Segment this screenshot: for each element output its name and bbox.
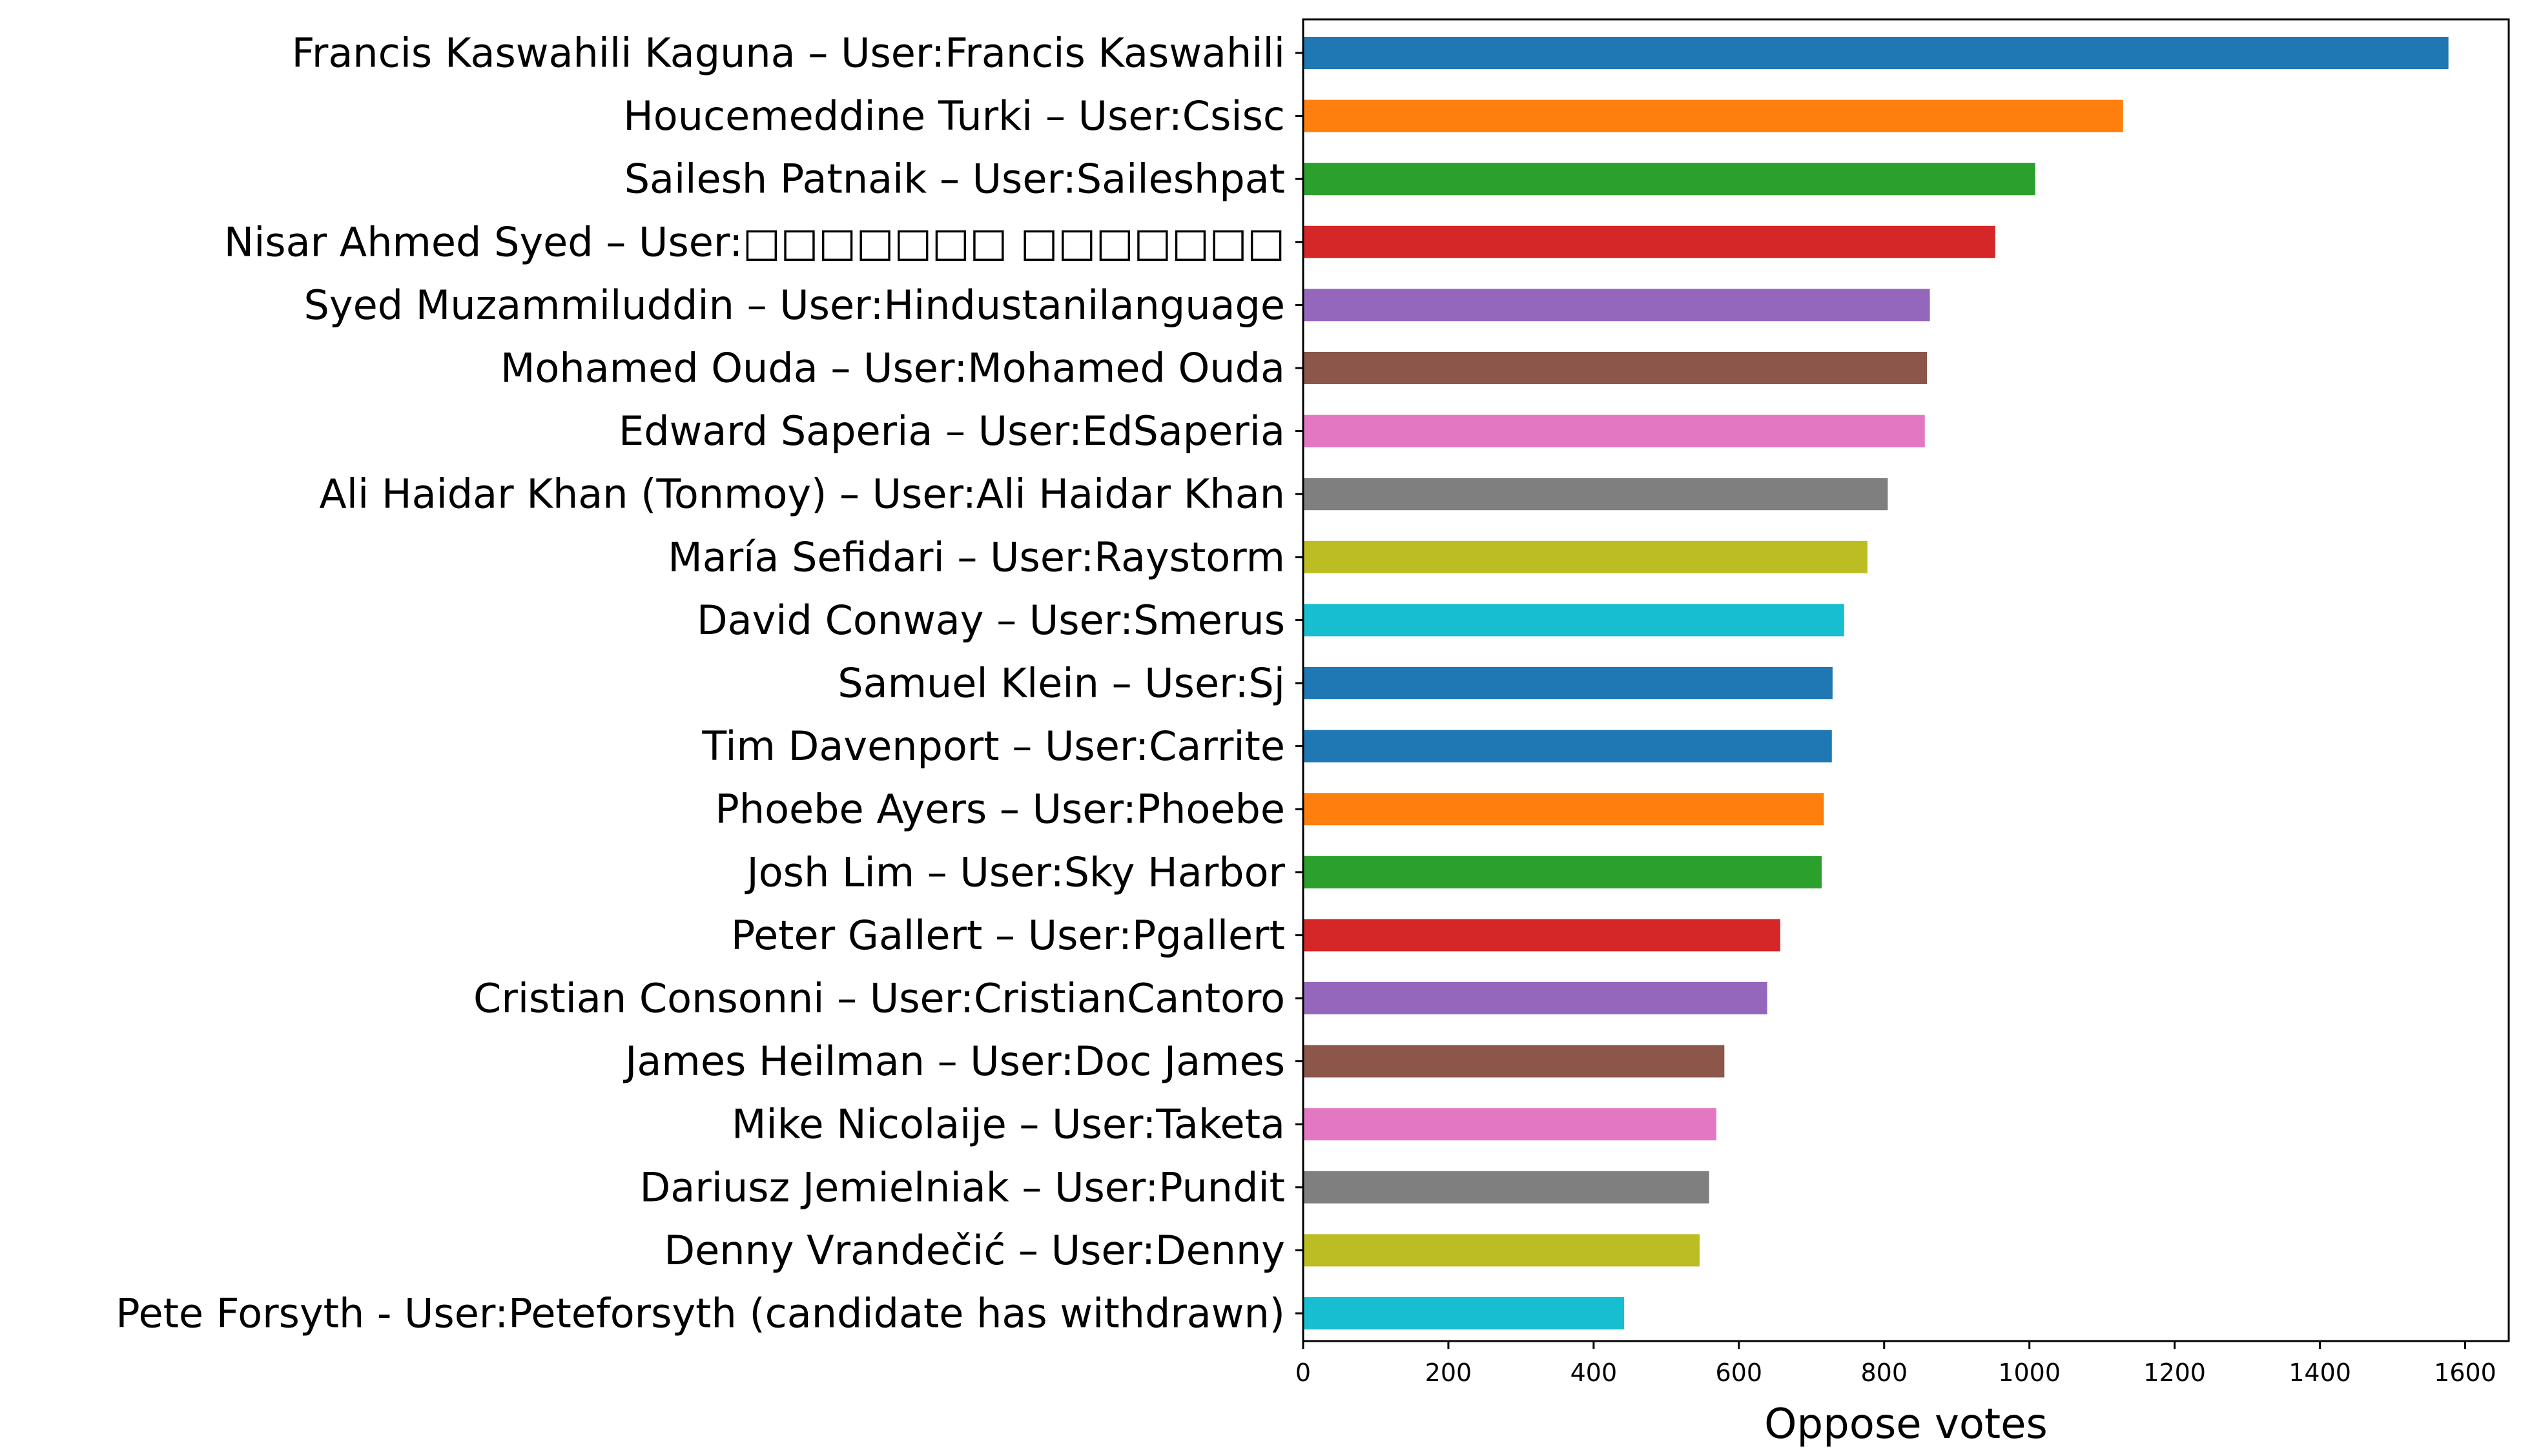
category-label-20: Denny Vrandečić – User:Denny [664, 1227, 1285, 1274]
category-label-6: Mohamed Ouda – User:Mohamed Ouda [500, 345, 1285, 392]
bar-19 [1303, 1171, 1709, 1204]
bar-8 [1303, 478, 1888, 511]
bar-20 [1303, 1234, 1700, 1267]
x-tick-label-1400: 1400 [2289, 1359, 2351, 1387]
x-tick-label-400: 400 [1570, 1359, 1618, 1387]
category-label-19: Dariusz Jemielniak – User:Pundit [640, 1164, 1285, 1211]
x-axis-ticks-group: 0 200 400 600 800 1000 1200 1400 1600 [1295, 1341, 2496, 1387]
bar-14 [1303, 856, 1822, 888]
category-label-2: Houcemeddine Turki – User:Csisc [623, 92, 1285, 139]
category-label-5: Syed Muzammiluddin – User:Hindustanilang… [304, 282, 1285, 329]
category-label-1: Francis Kaswahili Kaguna – User:Francis … [292, 30, 1285, 77]
bar-5 [1303, 289, 1930, 322]
category-label-4: Nisar Ahmed Syed – User:□□□□□□□ □□□□□□□ [224, 218, 1285, 265]
bar-6 [1303, 352, 1928, 384]
bar-1 [1303, 37, 2449, 69]
x-tick-label-1200: 1200 [2143, 1359, 2206, 1387]
plot-frame [1302, 18, 2510, 1342]
x-axis-title: Oppose votes [1764, 1400, 2048, 1448]
x-tick-label-200: 200 [1425, 1359, 1472, 1387]
x-tick-label-600: 600 [1716, 1359, 1763, 1387]
bar-7 [1303, 415, 1925, 447]
category-label-17: James Heilman – User:Doc James [623, 1038, 1285, 1085]
bar-3 [1303, 163, 2035, 196]
category-label-9: María Sefidari – User:Raystorm [668, 533, 1285, 580]
bar-21 [1303, 1297, 1625, 1329]
category-label-16: Cristian Consonni – User:CristianCantoro [473, 975, 1285, 1022]
bar-16 [1303, 982, 1767, 1014]
x-tick-label-1600: 1600 [2434, 1359, 2496, 1387]
bar-15 [1303, 919, 1780, 952]
category-label-15: Peter Gallert – User:Pgallert [731, 912, 1285, 959]
category-label-8: Ali Haidar Khan (Tonmoy) – User:Ali Haid… [319, 471, 1285, 518]
bar-12 [1303, 730, 1832, 763]
category-label-13: Phoebe Ayers – User:Phoebe [715, 786, 1285, 833]
bar-10 [1303, 604, 1844, 637]
bar-13 [1303, 793, 1824, 826]
bar-9 [1303, 540, 1868, 573]
category-label-18: Mike Nicolaije – User:Taketa [732, 1101, 1285, 1148]
category-labels-group: Francis Kaswahili Kaguna – User:Francis … [116, 30, 1303, 1337]
category-label-7: Edward Saperia – User:EdSaperia [619, 407, 1285, 455]
bars-group [1303, 37, 2449, 1329]
bar-4 [1303, 225, 1995, 258]
x-tick-label-1000: 1000 [1998, 1359, 2061, 1387]
category-label-3: Sailesh Patnaik – User:Saileshpat [624, 156, 1285, 203]
bar-18 [1303, 1108, 1716, 1141]
x-tick-label-800: 800 [1860, 1359, 1908, 1387]
category-label-21: Pete Forsyth - User:Peteforsyth (candida… [116, 1290, 1285, 1337]
category-label-10: David Conway – User:Smerus [697, 597, 1285, 644]
category-label-12: Tim Davenport – User:Carrite [701, 723, 1285, 770]
category-label-14: Josh Lim – User:Sky Harbor [744, 848, 1285, 896]
category-label-11: Samuel Klein – User:Sj [838, 660, 1285, 707]
bar-17 [1303, 1045, 1725, 1078]
bar-2 [1303, 99, 2123, 132]
bar-11 [1303, 667, 1833, 699]
x-tick-label-0: 0 [1295, 1359, 1311, 1387]
